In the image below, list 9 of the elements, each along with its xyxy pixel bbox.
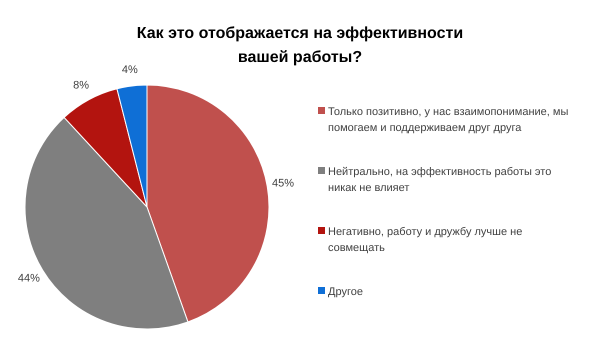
legend-label: Только позитивно, у нас взаимопонимание, мы помогаем и поддерживаем друг друга bbox=[328, 106, 568, 134]
data-label: 8% bbox=[73, 80, 90, 92]
legend-label: Негативно, работу и дружбу лучше не совмещать bbox=[328, 226, 522, 254]
data-label: 45% bbox=[272, 177, 294, 190]
data-label: 4% bbox=[122, 64, 138, 76]
legend-label: Нейтрально, на эффективность работы это никак не влияет bbox=[328, 166, 552, 194]
data-label: 44% bbox=[18, 272, 40, 284]
chart-title: Как это отображается на эффективности вашей работы? bbox=[136, 25, 464, 66]
legend-label: Другое bbox=[328, 286, 363, 298]
